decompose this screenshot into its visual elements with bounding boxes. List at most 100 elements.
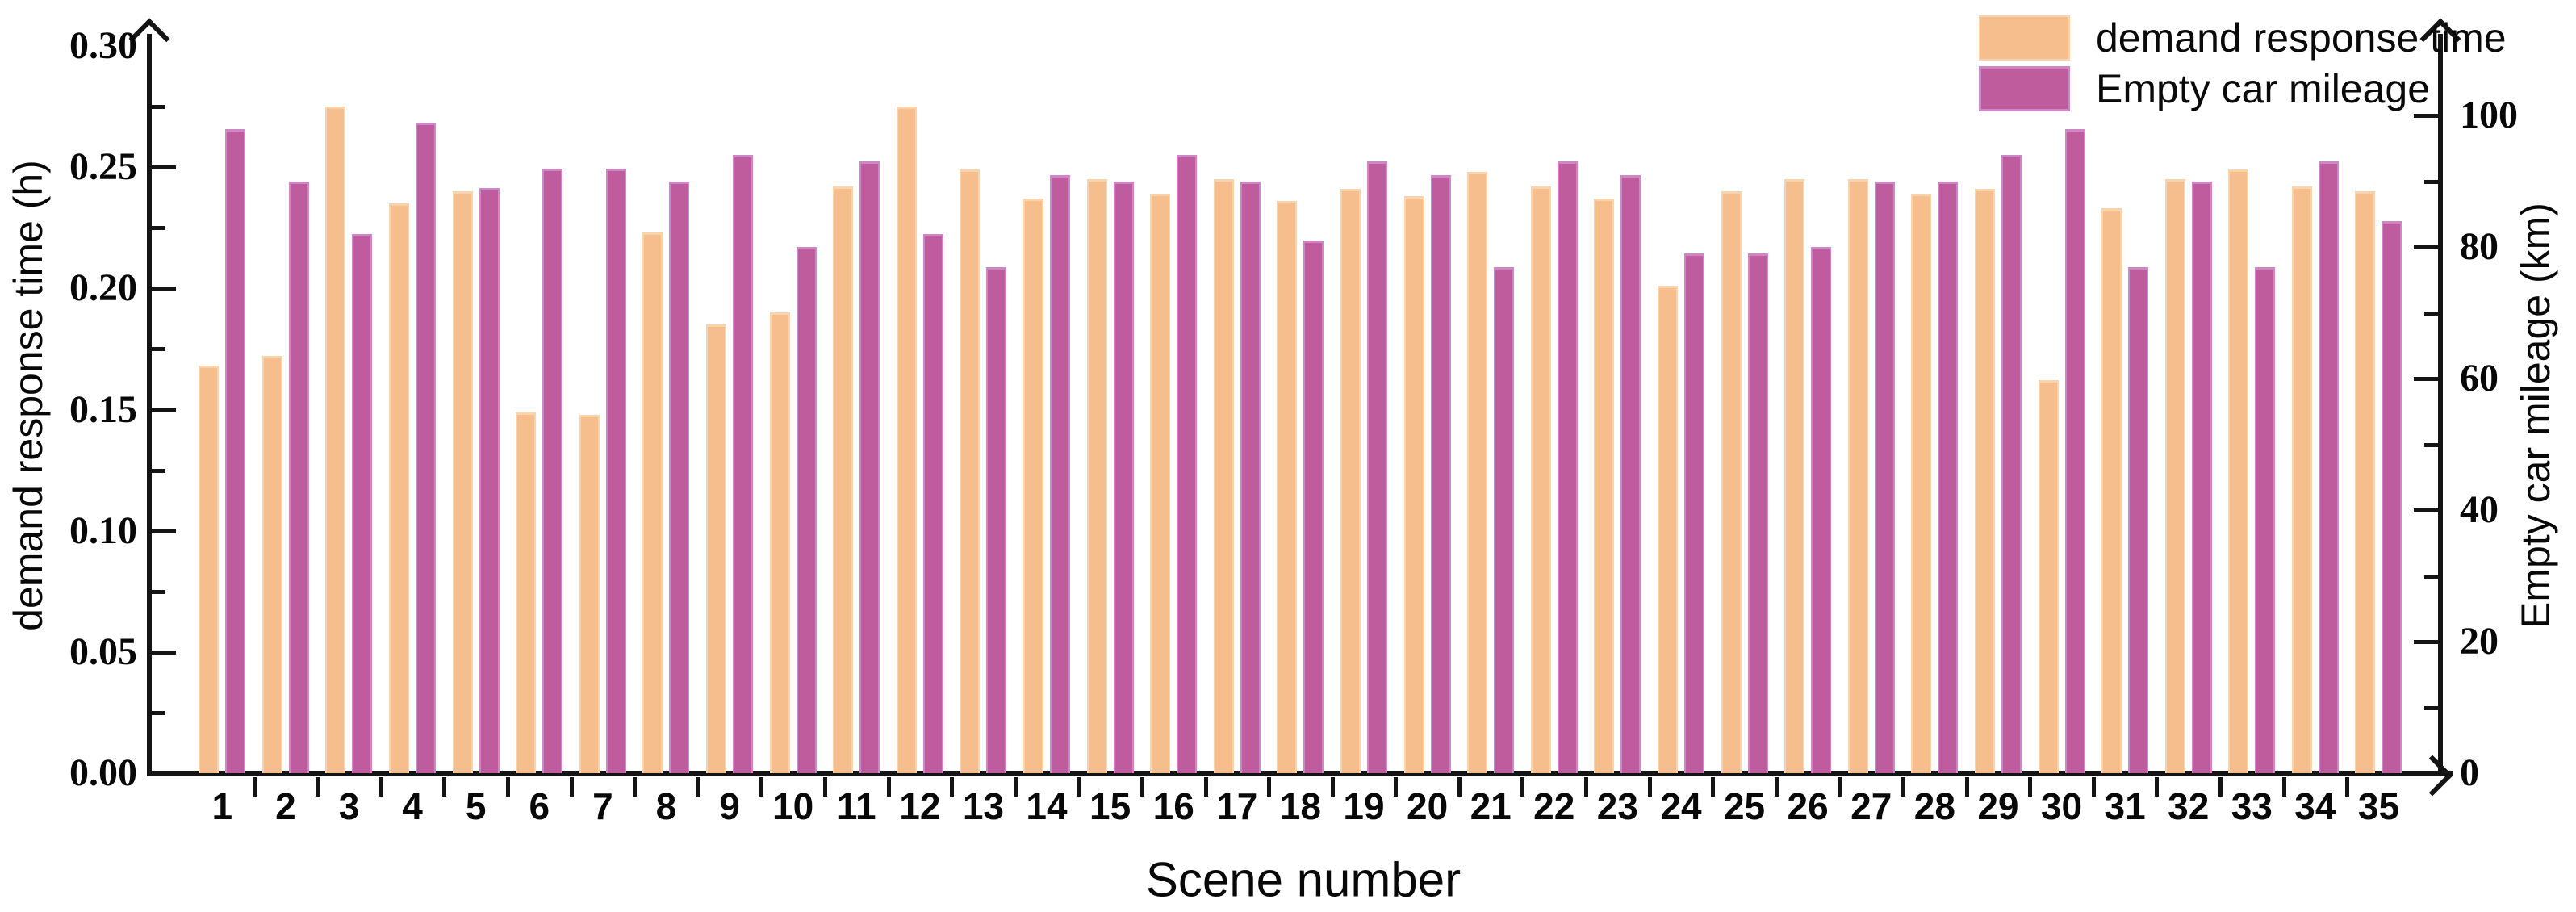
bar-empty-car-mileage	[605, 168, 626, 773]
x-axis-tick-mark	[1711, 777, 1716, 797]
x-axis-tick-mark	[1013, 777, 1018, 797]
x-axis-tick-label: 1	[211, 785, 233, 827]
x-axis-tick-mark	[1584, 777, 1589, 797]
scene-group	[1839, 46, 1906, 797]
left-axis-line	[147, 34, 152, 776]
x-axis-tick-label: 21	[1470, 785, 1512, 827]
right-axis-tick-label: 40	[2460, 488, 2499, 532]
bar-demand-response-time	[1594, 199, 1615, 773]
scene-group	[698, 46, 764, 797]
legend-label-demand-response-time: demand response time	[2096, 15, 2507, 61]
bar-empty-car-mileage	[1747, 253, 1768, 773]
x-axis-tick-label: 7	[592, 785, 613, 827]
scene-group	[1459, 46, 1525, 797]
x-axis-tick-mark	[822, 777, 827, 797]
scene-group	[444, 46, 510, 797]
x-axis-tick-label: 19	[1343, 785, 1385, 827]
axis-tick-mark	[2414, 377, 2438, 382]
bar-empty-car-mileage	[2318, 161, 2339, 773]
x-axis-tick-label: 4	[402, 785, 423, 827]
x-axis-tick-mark	[2155, 777, 2160, 797]
bar-empty-car-mileage	[288, 181, 309, 773]
x-axis-tick-mark	[505, 777, 510, 797]
scene-group	[1269, 46, 1335, 797]
x-axis-tick-mark	[1457, 777, 1462, 797]
x-axis-tick-mark	[442, 777, 447, 797]
axis-tick-mark	[152, 650, 176, 655]
x-axis-tick-mark	[886, 777, 891, 797]
x-axis-tick-mark	[2345, 777, 2350, 797]
bar-demand-response-time	[1086, 179, 1107, 773]
axis-tick-mark	[2414, 640, 2438, 645]
x-axis-title: Scene number	[1145, 852, 1462, 907]
x-axis-tick-label: 32	[2168, 785, 2210, 827]
bar-empty-car-mileage	[225, 128, 246, 773]
bar-demand-response-time	[2228, 169, 2249, 773]
bar-demand-response-time	[2355, 191, 2376, 773]
x-axis-tick-label: 15	[1089, 785, 1131, 827]
x-axis-tick-mark	[252, 777, 257, 797]
bar-empty-car-mileage	[1494, 266, 1515, 773]
bar-empty-car-mileage	[2064, 128, 2085, 773]
bar-empty-car-mileage	[922, 234, 943, 773]
bar-demand-response-time	[1403, 196, 1424, 773]
bar-empty-car-mileage	[1938, 181, 1959, 773]
x-axis-tick-label: 23	[1596, 785, 1638, 827]
bar-empty-car-mileage	[2128, 266, 2149, 773]
scene-group	[381, 46, 447, 797]
x-axis-tick-label: 6	[529, 785, 550, 827]
bar-empty-car-mileage	[859, 161, 880, 773]
left-axis-tick-label: 0.20	[69, 266, 137, 310]
bar-empty-car-mileage	[2382, 220, 2402, 773]
scene-group	[1206, 46, 1272, 797]
x-axis-tick-mark	[1267, 777, 1272, 797]
bar-demand-response-time	[1150, 194, 1171, 773]
axis-tick-mark	[152, 347, 165, 352]
bar-empty-car-mileage	[2191, 181, 2212, 773]
bar-demand-response-time	[2101, 208, 2122, 773]
x-axis-tick-label: 24	[1660, 785, 1702, 827]
scene-group	[951, 46, 1018, 797]
left-axis-tick-label: 0.30	[69, 24, 137, 67]
scene-group	[1967, 46, 2033, 797]
x-axis-tick-mark	[1330, 777, 1335, 797]
scene-group	[1078, 46, 1144, 797]
right-axis-title: Empty car mileage (km)	[2513, 203, 2558, 629]
scene-group	[2156, 46, 2223, 797]
x-axis-tick-label: 17	[1216, 785, 1258, 827]
bar-empty-car-mileage	[1303, 241, 1324, 773]
x-axis-tick-label: 8	[655, 785, 677, 827]
bar-demand-response-time	[389, 203, 410, 773]
scene-group	[761, 46, 827, 797]
x-axis-tick-mark	[633, 777, 638, 797]
bar-demand-response-time	[1023, 199, 1044, 773]
bar-empty-car-mileage	[1113, 181, 1134, 773]
x-axis-tick-label: 33	[2231, 785, 2273, 827]
x-axis-tick-label: 22	[1533, 785, 1575, 827]
axis-tick-mark	[2424, 574, 2438, 579]
legend-swatch-empty-car-mileage	[1979, 66, 2070, 111]
x-axis-tick-mark	[696, 777, 700, 797]
bar-empty-car-mileage	[2001, 155, 2022, 773]
bar-empty-car-mileage	[1366, 161, 1387, 773]
x-axis-tick-label: 30	[2040, 785, 2083, 827]
scene-group	[2093, 46, 2160, 797]
x-axis-tick-mark	[1203, 777, 1208, 797]
x-axis-tick-mark	[1901, 777, 1906, 797]
bar-empty-car-mileage	[1240, 181, 1261, 773]
x-axis-line	[147, 771, 2453, 776]
bar-empty-car-mileage	[1620, 174, 1641, 773]
x-axis-tick-label: 16	[1152, 785, 1194, 827]
x-axis-tick-label: 11	[836, 785, 876, 827]
axis-tick-mark	[2414, 245, 2438, 250]
right-axis-tick-label: 80	[2460, 225, 2499, 269]
x-axis-tick-mark	[569, 777, 574, 797]
scene-group	[1776, 46, 1842, 797]
scene-group	[2030, 46, 2096, 797]
x-axis-tick-mark	[1140, 777, 1144, 797]
legend: demand response time Empty car mileage	[1979, 15, 2507, 112]
bar-empty-car-mileage	[1557, 161, 1578, 773]
right-axis-line	[2438, 34, 2443, 776]
legend-row-demand-response-time: demand response time	[1979, 15, 2507, 61]
bar-demand-response-time	[325, 107, 346, 773]
